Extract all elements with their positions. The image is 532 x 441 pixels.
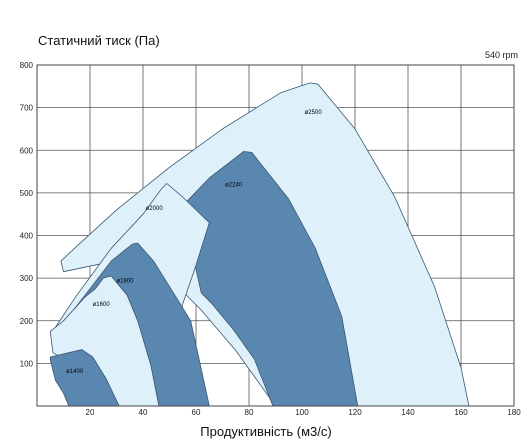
axes: 20 40 60 80 100 120 140 160 180 100 200 300 400 500 60…: [20, 61, 522, 417]
y-tick-label: 400: [20, 232, 34, 241]
y-axis-label: Статичний тиск (Па): [38, 33, 160, 48]
curve-label-2000: ø2000: [146, 206, 164, 212]
curve-area-1600: [49, 275, 160, 407]
y-tick-label: 300: [20, 274, 34, 283]
x-tick-label: 140: [401, 408, 415, 417]
x-tick-label: 160: [454, 408, 468, 417]
y-tick-label: 500: [20, 189, 34, 198]
curve-label-2240: ø2240: [225, 182, 243, 188]
rpm-annotation: 540 rpm: [484, 50, 518, 60]
x-tick-label: 120: [348, 408, 362, 417]
y-tick-label: 700: [20, 104, 34, 113]
y-tick-label: 100: [20, 359, 34, 368]
y-tick-label: 200: [20, 317, 34, 326]
curve-label-2500: ø2500: [305, 110, 323, 116]
curve-label-1600: ø1600: [93, 302, 111, 308]
x-tick-label: 180: [507, 408, 521, 417]
curve-label-1800: ø1800: [117, 278, 135, 284]
curve-label-1400: ø1400: [66, 369, 84, 375]
x-tick-label: 40: [139, 408, 148, 417]
x-axis-label: Продуктивність (м3/с): [200, 424, 332, 439]
x-tick-label: 60: [192, 408, 201, 417]
y-tick-label: 600: [20, 146, 34, 155]
curve-areas: [49, 82, 470, 407]
x-tick-label: 80: [245, 408, 254, 417]
y-tick-label: 800: [20, 61, 34, 70]
x-tick-label: 100: [295, 408, 309, 417]
x-tick-label: 20: [86, 408, 95, 417]
plot-frame: [36, 64, 515, 407]
curve-labels: ø2500 ø2240 ø2000 ø1800 ø1600 ø1400: [66, 110, 322, 375]
